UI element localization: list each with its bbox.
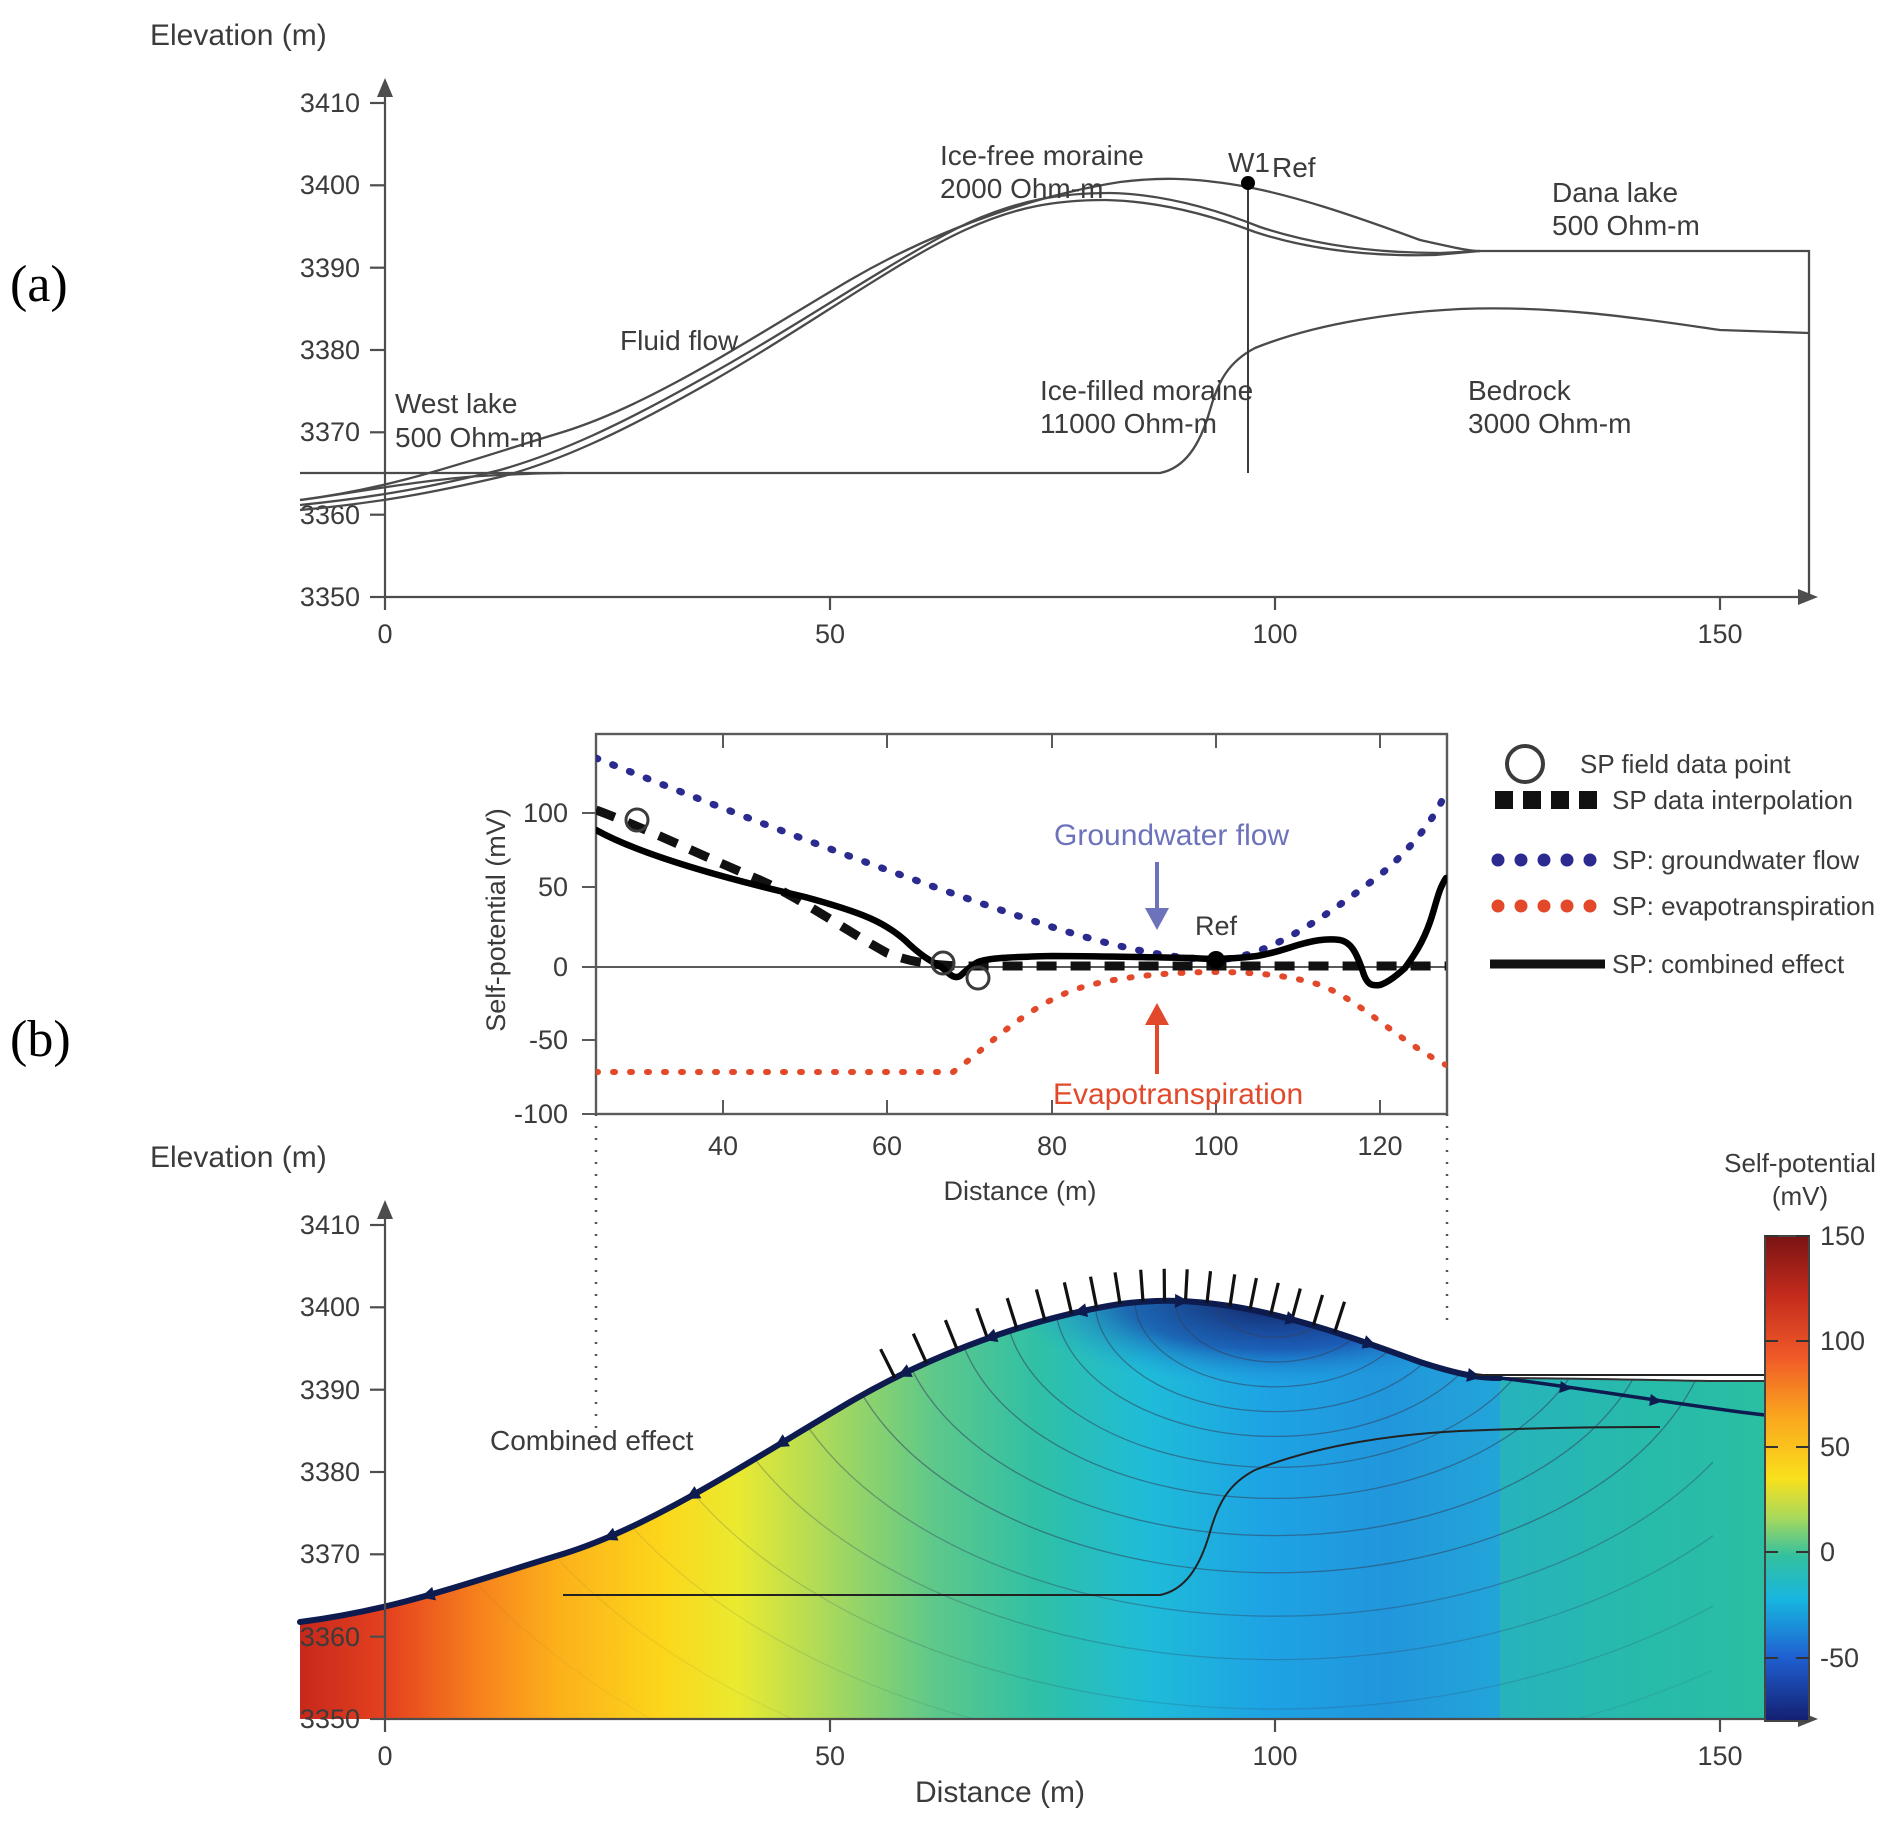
svg-text:150: 150 <box>1820 1221 1865 1251</box>
svg-text:Ref: Ref <box>1272 152 1316 183</box>
svg-text:3390: 3390 <box>300 253 360 283</box>
svg-text:2000 Ohm-m: 2000 Ohm-m <box>940 173 1103 204</box>
svg-text:11000 Ohm-m: 11000 Ohm-m <box>1040 408 1217 439</box>
svg-text:-50: -50 <box>1820 1643 1859 1673</box>
svg-text:3350: 3350 <box>300 582 360 612</box>
svg-text:Fluid flow: Fluid flow <box>620 325 739 356</box>
svg-text:0: 0 <box>377 619 392 649</box>
svg-text:50: 50 <box>1820 1432 1850 1462</box>
svg-text:150: 150 <box>1697 619 1742 649</box>
svg-text:3370: 3370 <box>300 417 360 447</box>
svg-text:3410: 3410 <box>300 88 360 118</box>
svg-text:Elevation (m): Elevation (m) <box>150 19 327 52</box>
svg-text:(mV): (mV) <box>1772 1181 1828 1211</box>
svg-text:500 Ohm-m: 500 Ohm-m <box>395 422 543 453</box>
svg-text:Ice-free moraine: Ice-free moraine <box>940 140 1144 171</box>
svg-text:Bedrock: Bedrock <box>1468 375 1572 406</box>
svg-text:50: 50 <box>815 619 845 649</box>
svg-text:100: 100 <box>1820 1326 1865 1356</box>
svg-text:W1: W1 <box>1228 147 1270 178</box>
svg-text:Self-potential: Self-potential <box>1724 1148 1876 1178</box>
svg-text:0: 0 <box>1820 1537 1835 1567</box>
svg-text:3380: 3380 <box>300 335 360 365</box>
svg-text:3000 Ohm-m: 3000 Ohm-m <box>1468 408 1631 439</box>
svg-text:West lake: West lake <box>395 388 517 419</box>
svg-text:500 Ohm-m: 500 Ohm-m <box>1552 210 1700 241</box>
svg-text:Dana lake: Dana lake <box>1552 177 1678 208</box>
svg-text:100: 100 <box>1252 619 1297 649</box>
svg-text:Ice-filled moraine: Ice-filled moraine <box>1040 375 1253 406</box>
svg-text:3400: 3400 <box>300 170 360 200</box>
